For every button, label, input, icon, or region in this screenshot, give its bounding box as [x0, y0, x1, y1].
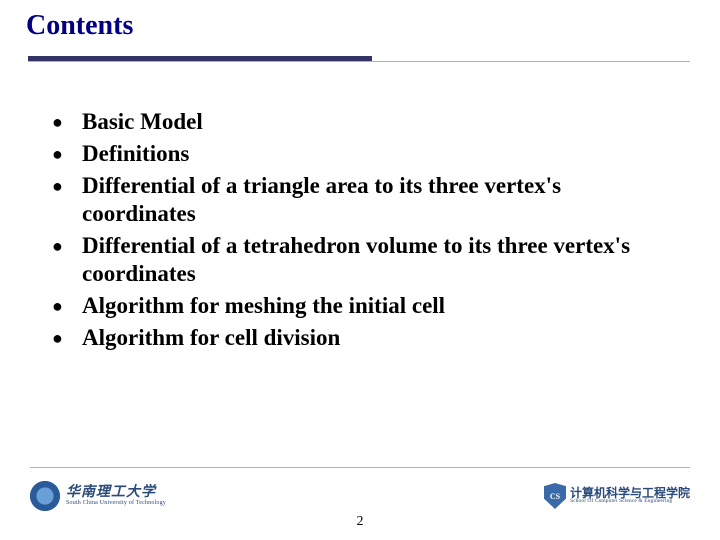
- list-item-text: Basic Model: [82, 108, 203, 136]
- footer: 华南理工大学 South China University of Technol…: [30, 467, 690, 518]
- list-item: ● Definitions: [50, 140, 680, 168]
- list-item: ● Differential of a triangle area to its…: [50, 172, 680, 228]
- university-name-cn: 华南理工大学: [66, 486, 166, 500]
- bullet-icon: ●: [50, 172, 82, 200]
- page-number: 2: [357, 514, 364, 530]
- list-item: ● Algorithm for cell division: [50, 324, 680, 352]
- university-logo: 华南理工大学 South China University of Technol…: [30, 481, 166, 511]
- department-logo: CS 计算机科学与工程学院 School Of Computer Science…: [544, 483, 690, 509]
- bullet-icon: ●: [50, 292, 82, 320]
- bullet-list: ● Basic Model ● Definitions ● Differenti…: [50, 108, 680, 356]
- list-item-text: Differential of a triangle area to its t…: [82, 172, 680, 228]
- list-item: ● Differential of a tetrahedron volume t…: [50, 232, 680, 288]
- bullet-icon: ●: [50, 108, 82, 136]
- footer-rule: [30, 467, 690, 468]
- bullet-icon: ●: [50, 324, 82, 352]
- bullet-icon: ●: [50, 232, 82, 260]
- university-seal-icon: [30, 481, 60, 511]
- department-shield-icon: CS: [544, 483, 566, 509]
- list-item-text: Differential of a tetrahedron volume to …: [82, 232, 680, 288]
- list-item-text: Algorithm for meshing the initial cell: [82, 292, 445, 320]
- list-item: ● Algorithm for meshing the initial cell: [50, 292, 680, 320]
- department-name-en: School Of Computer Science & Engineering: [570, 499, 690, 505]
- page-title: Contents: [26, 10, 720, 42]
- university-name-en: South China University of Technology: [66, 500, 166, 506]
- list-item-text: Algorithm for cell division: [82, 324, 340, 352]
- title-underline: [28, 56, 690, 62]
- bullet-icon: ●: [50, 140, 82, 168]
- list-item: ● Basic Model: [50, 108, 680, 136]
- list-item-text: Definitions: [82, 140, 189, 168]
